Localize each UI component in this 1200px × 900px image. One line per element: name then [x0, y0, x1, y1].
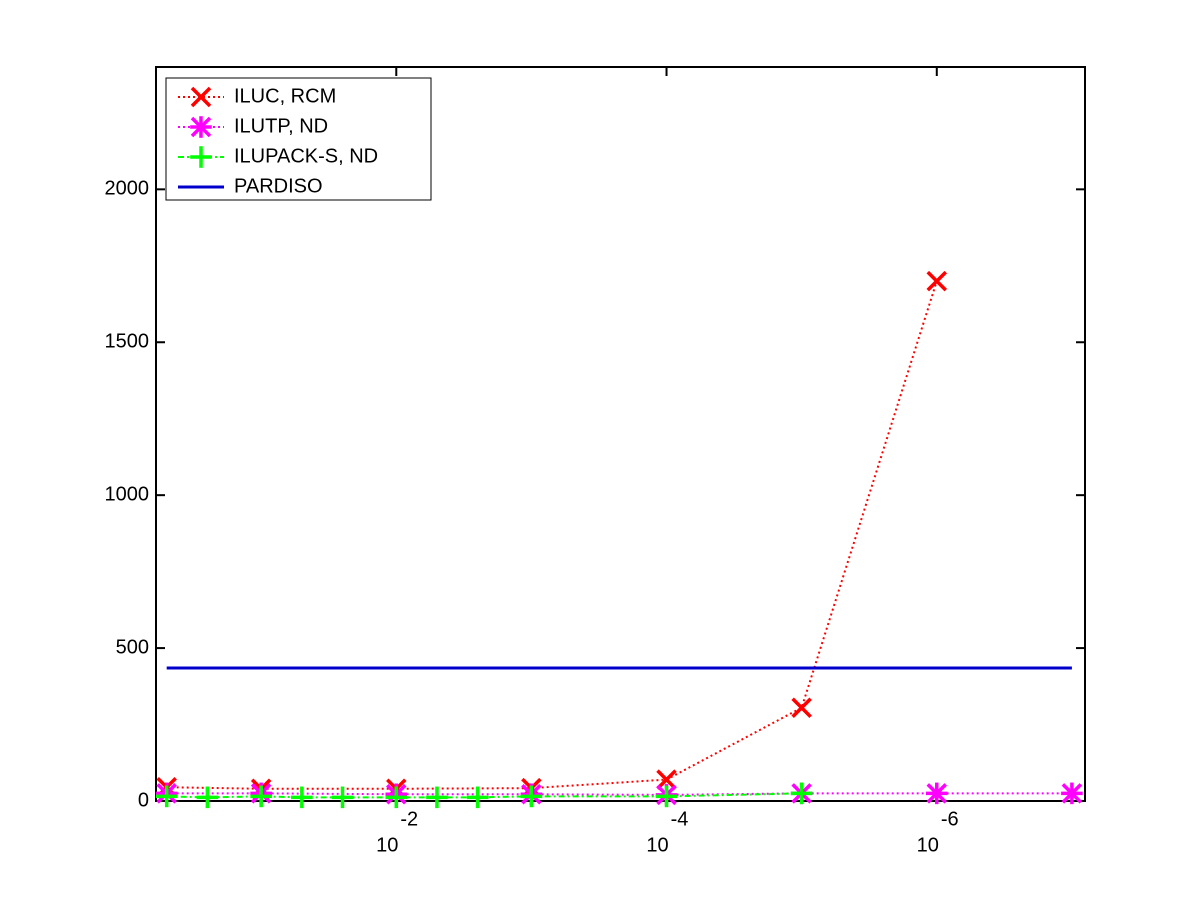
x-tick-label: 10	[376, 834, 398, 856]
data-point	[1061, 782, 1083, 805]
y-tick-label: 1500	[105, 331, 150, 353]
legend-label: ILUPACK-S, ND	[234, 145, 378, 167]
data-point	[790, 782, 813, 805]
data-point	[331, 786, 354, 809]
marker-stroke	[656, 769, 677, 790]
data-point	[655, 785, 678, 808]
data-point	[155, 785, 178, 808]
legend-box	[165, 77, 432, 201]
x-tick-exponent: -6	[941, 808, 959, 830]
data-point	[925, 782, 948, 805]
data-point	[656, 769, 677, 790]
y-tick-label: 0	[138, 789, 149, 811]
y-tick-label: 500	[116, 636, 149, 658]
legend-label: ILUC, RCM	[234, 85, 336, 107]
x-tick-exponent: -2	[400, 808, 418, 830]
x-tick-label: 10	[917, 834, 939, 856]
series-line	[166, 792, 1072, 796]
legend-marker	[190, 116, 212, 138]
y-tick-label: 2000	[105, 178, 150, 200]
data-point	[926, 270, 948, 292]
marker-stroke	[791, 697, 812, 718]
legend-label: ILUTP, ND	[234, 115, 328, 137]
legend-marker	[190, 86, 212, 108]
x-tick-label: 10	[646, 834, 668, 856]
x-tick-exponent: -4	[671, 808, 689, 830]
y-tick-label: 1000	[105, 483, 150, 505]
data-point	[791, 697, 812, 718]
data-point	[426, 786, 448, 809]
legend-label: PARDISO	[234, 175, 323, 197]
legend-marker	[190, 146, 212, 168]
data-point	[466, 786, 489, 809]
data-point	[250, 785, 272, 808]
marker-stroke	[190, 86, 212, 108]
data-point	[196, 786, 219, 809]
data-point	[385, 786, 408, 809]
marker-stroke	[926, 270, 948, 292]
data-point	[520, 785, 543, 808]
data-point	[291, 786, 313, 809]
